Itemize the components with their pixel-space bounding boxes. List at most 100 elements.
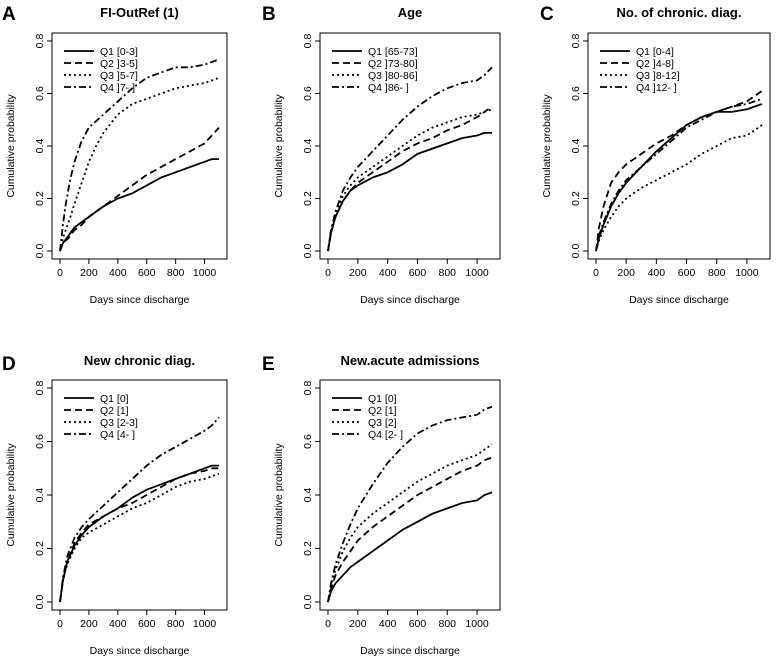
y-axis-label: Cumulative probability — [273, 443, 285, 547]
x-tick-label: 600 — [678, 267, 696, 279]
x-tick-label: 600 — [409, 618, 427, 630]
y-tick-label: 0.6 — [570, 86, 582, 101]
legend-entry: Q2 [1] — [100, 405, 129, 417]
chart-title: FI-OutRef (1) — [100, 5, 179, 20]
x-tick-label: 200 — [80, 618, 98, 630]
legend-entry: Q3 ]8-12] — [636, 70, 680, 82]
series-line-q4 — [327, 405, 493, 603]
y-tick-label: 0.2 — [34, 541, 46, 556]
series-line-q4 — [59, 58, 220, 252]
y-tick-label: 0.4 — [570, 139, 582, 154]
y-tick-label: 0.8 — [570, 34, 582, 49]
series-line-q1 — [59, 464, 219, 603]
plot-frame — [319, 379, 501, 611]
panel-letter: A — [2, 4, 16, 25]
y-tick-label: 0.0 — [570, 244, 582, 259]
x-tick-label: 800 — [439, 618, 457, 630]
legend-entry: Q3 [2-3] — [100, 417, 138, 429]
x-tick-label: 400 — [109, 618, 127, 630]
panel-letter: E — [262, 354, 275, 375]
chart-title: No. of chronic. diag. — [617, 5, 742, 20]
series-line-q2 — [327, 105, 493, 252]
series-line-q4 — [327, 66, 493, 252]
series-line-q1 — [327, 131, 492, 252]
series-line-q2 — [59, 126, 220, 252]
y-tick-label: 0.6 — [302, 86, 314, 101]
y-tick-label: 0.6 — [302, 434, 314, 449]
series-line-q1 — [59, 158, 219, 252]
y-tick-label: 0.8 — [34, 34, 46, 49]
y-tick-label: 0.4 — [302, 488, 314, 503]
x-tick-label: 1000 — [193, 618, 217, 630]
x-tick-label: 1000 — [465, 267, 489, 279]
legend-entry: Q2 ]4-8] — [636, 58, 674, 70]
y-tick-label: 0.6 — [34, 434, 46, 449]
chart-panel-a: A FI-OutRef (1) 0 200 400 600 800 1000 0.0 0.2 0.4… — [2, 4, 228, 306]
x-tick-label: 600 — [138, 618, 156, 630]
panel-letter: B — [262, 4, 276, 25]
x-tick-label: 200 — [617, 267, 635, 279]
x-tick-label: 1000 — [735, 267, 759, 279]
y-tick-label: 0.0 — [302, 595, 314, 610]
x-axis-label: Days since discharge — [360, 645, 460, 657]
series-line-q3 — [327, 443, 493, 603]
series-line-q4 — [59, 416, 220, 603]
y-tick-label: 0.4 — [34, 139, 46, 154]
chart-panel-c: C No. of chronic. diag. 0 200 400 600 800 1000 0… — [540, 4, 771, 306]
y-tick-label: 0.6 — [34, 86, 46, 101]
y-axis-label: Cumulative probability — [273, 94, 285, 198]
y-tick-label: 0.2 — [34, 191, 46, 206]
chart-title: New chronic diag. — [84, 353, 195, 368]
legend-entry: Q1 [0] — [100, 393, 129, 405]
legend-entry: Q3 ]5-7] — [100, 70, 138, 82]
y-tick-label: 0.0 — [34, 244, 46, 259]
legend-entry: Q1 [0-4] — [636, 46, 674, 58]
x-tick-label: 800 — [708, 267, 726, 279]
y-tick-label: 0.2 — [302, 191, 314, 206]
y-tick-label: 0.8 — [302, 381, 314, 396]
x-tick-label: 1000 — [193, 267, 217, 279]
legend-entry: Q4 ]86- ] — [368, 82, 409, 94]
series-line-q1 — [595, 103, 763, 252]
x-tick-label: 200 — [80, 267, 98, 279]
x-tick-label: 600 — [138, 267, 156, 279]
legend-entry: Q3 [2] — [368, 417, 397, 429]
y-tick-label: 0.8 — [302, 34, 314, 49]
y-tick-label: 0.0 — [302, 244, 314, 259]
legend-entry: Q4 ]12- ] — [636, 82, 677, 94]
x-tick-label: 200 — [349, 267, 367, 279]
y-tick-label: 0.2 — [570, 191, 582, 206]
panel-letter: D — [2, 354, 16, 375]
legend-entry: Q4 [4- ] — [100, 429, 135, 441]
x-tick-label: 400 — [109, 267, 127, 279]
y-tick-label: 0.4 — [34, 488, 46, 503]
y-axis-label: Cumulative probability — [5, 94, 17, 198]
legend-entry: Q1 [0] — [368, 393, 397, 405]
x-tick-label: 400 — [379, 267, 397, 279]
x-tick-label: 1000 — [465, 618, 489, 630]
x-tick-label: 200 — [349, 618, 367, 630]
series-line-q3 — [327, 108, 493, 252]
legend-entry: Q1 [65-73] — [368, 46, 418, 58]
x-tick-label: 800 — [167, 267, 185, 279]
series-line-q1 — [327, 491, 493, 603]
chart-title: Age — [398, 5, 423, 20]
x-tick-label: 0 — [325, 618, 331, 630]
plot-frame — [587, 32, 771, 260]
series-line-q2 — [595, 90, 763, 252]
y-tick-label: 0.8 — [34, 381, 46, 396]
x-axis-label: Days since discharge — [90, 294, 190, 306]
plot-frame — [51, 379, 228, 611]
x-tick-label: 400 — [379, 618, 397, 630]
y-tick-label: 0.2 — [302, 541, 314, 556]
series-line-q2 — [59, 467, 219, 603]
legend-entry: Q1 [0-3] — [100, 46, 138, 58]
chart-title: New.acute admissions — [341, 353, 480, 368]
x-axis-label: Days since discharge — [360, 294, 460, 306]
series-line-q2 — [327, 456, 493, 603]
x-tick-label: 400 — [648, 267, 666, 279]
legend-entry: Q4 ]7- ] — [100, 82, 135, 94]
legend-entry: Q2 ]3-5] — [100, 58, 138, 70]
series-line-q4 — [595, 97, 763, 252]
